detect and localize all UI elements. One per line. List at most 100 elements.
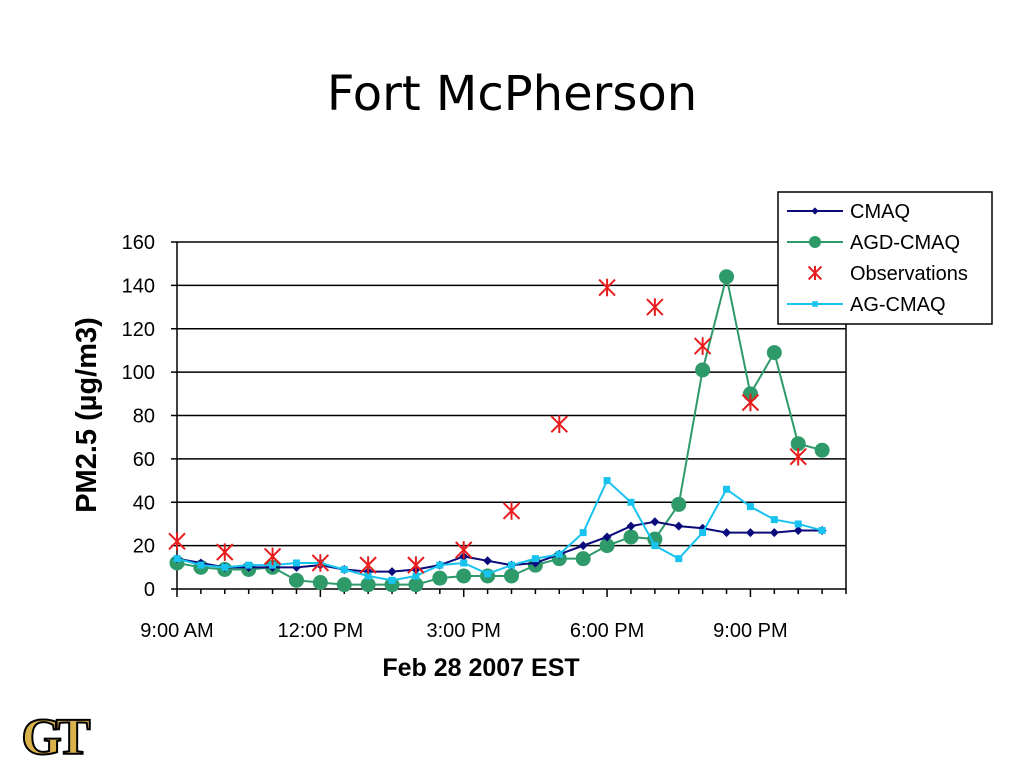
agd-cmaq-point (360, 577, 376, 593)
ag-cmaq-point (173, 555, 181, 563)
agd-cmaq-point (695, 362, 711, 378)
y-tick-label: 60 (133, 449, 155, 471)
ag-cmaq-point (699, 529, 707, 537)
legend-swatch-marker (812, 301, 818, 307)
ag-cmaq-point (412, 572, 420, 580)
legend-swatch-marker (807, 265, 823, 281)
ag-cmaq-point (794, 520, 802, 528)
ag-cmaq-point (770, 516, 778, 524)
cmaq-point (745, 528, 755, 538)
cmaq-line (176, 520, 823, 573)
ag-cmaq-point (221, 563, 229, 571)
observations-point (789, 447, 807, 466)
ag-cmaq-line (176, 478, 823, 582)
ag-cmaq-point (651, 542, 659, 550)
agd-cmaq-point (456, 568, 472, 584)
legend-item-ag-cmaq: AG-CMAQ (787, 294, 946, 316)
observations-point (311, 554, 330, 572)
legend-label: CMAQ (850, 201, 910, 223)
legend-label: AGD-CMAQ (850, 232, 960, 254)
x-tick-label: 9:00 AM (140, 620, 213, 642)
cmaq-point (793, 525, 803, 535)
ag-cmaq-point (197, 561, 205, 569)
y-tick-label: 160 (122, 232, 155, 254)
series-layer (168, 269, 830, 593)
agd-cmaq-point (575, 551, 591, 567)
legend: CMAQ AGD-CMAQ Observations AG-CMAQ (777, 191, 993, 325)
agd-cmaq-line (176, 276, 823, 586)
series-ag-cmaq (173, 477, 826, 584)
ag-cmaq-point (746, 503, 754, 511)
ag-cmaq-point (436, 561, 444, 569)
x-axis: 9:00 AM 12:00 PM 3:00 PM 6:00 PM 9:00 PM (140, 589, 847, 642)
legend-label: AG-CMAQ (850, 294, 946, 316)
georgia-tech-logo: GT (20, 708, 96, 762)
ag-cmaq-point (627, 498, 635, 506)
agd-cmaq-point (671, 496, 687, 512)
cmaq-point (483, 556, 493, 566)
y-tick-label: 100 (122, 362, 155, 384)
cmaq-point (674, 521, 684, 531)
ag-cmaq-point (555, 550, 563, 558)
observations-point (598, 278, 616, 297)
agd-cmaq-point (623, 529, 639, 545)
observations-point (216, 543, 234, 561)
observations-point (263, 547, 282, 566)
ag-cmaq-point (340, 565, 348, 573)
ag-cmaq-point (292, 559, 300, 567)
ag-cmaq-point (675, 555, 683, 563)
observations-point (550, 415, 568, 433)
ag-cmaq-point (603, 477, 611, 485)
cmaq-point (769, 528, 779, 538)
legend-item-observations: Observations (807, 263, 968, 285)
agd-cmaq-point (790, 436, 806, 452)
ag-cmaq-point (723, 485, 731, 493)
observations-point (168, 532, 186, 551)
agd-cmaq-point (432, 570, 448, 586)
agd-cmaq-point (384, 577, 400, 593)
y-axis-label: PM2.5 (µg/m3) (71, 317, 103, 513)
agd-cmaq-point (647, 531, 663, 547)
ag-cmaq-point (364, 572, 372, 580)
legend-swatch-marker (811, 207, 819, 215)
x-tick-label: 6:00 PM (570, 620, 644, 642)
ag-cmaq-point (531, 555, 539, 563)
ag-cmaq-point (245, 561, 253, 569)
y-tick-label: 120 (122, 319, 155, 341)
agd-cmaq-point (408, 577, 424, 593)
observations-point (646, 298, 664, 316)
x-axis-label: Feb 28 2007 EST (382, 654, 579, 682)
ag-cmaq-point (388, 576, 396, 584)
observations-point (359, 556, 377, 574)
observations-point (741, 393, 760, 412)
observations-point (455, 541, 473, 559)
cmaq-point (722, 528, 732, 538)
cmaq-point (650, 517, 660, 527)
agd-cmaq-point (719, 269, 735, 285)
agd-cmaq-point (288, 572, 304, 588)
ag-cmaq-point (460, 559, 468, 567)
observations-point (693, 337, 712, 355)
y-tick-label: 140 (122, 275, 155, 297)
y-tick-label: 80 (133, 406, 155, 428)
x-tick-label: 12:00 PM (278, 620, 364, 642)
x-tick-label: 9:00 PM (713, 620, 787, 642)
cmaq-point (626, 521, 636, 531)
series-observations (168, 278, 807, 574)
slide-title: Fort McPherson (326, 66, 698, 122)
ag-cmaq-point (484, 570, 492, 578)
legend-item-cmaq: CMAQ (787, 201, 910, 223)
cmaq-point (578, 541, 588, 551)
legend-item-agd-cmaq: AGD-CMAQ (787, 232, 960, 254)
x-tick-label: 3:00 PM (426, 620, 500, 642)
agd-cmaq-point (599, 538, 615, 554)
agd-cmaq-point (336, 577, 352, 593)
y-tick-label: 20 (133, 536, 155, 558)
agd-cmaq-point (312, 574, 328, 590)
observations-point (502, 502, 521, 520)
y-tick-label: 40 (133, 492, 155, 514)
agd-cmaq-point (766, 345, 782, 361)
ag-cmaq-point (579, 529, 587, 537)
ag-cmaq-point (818, 526, 826, 534)
